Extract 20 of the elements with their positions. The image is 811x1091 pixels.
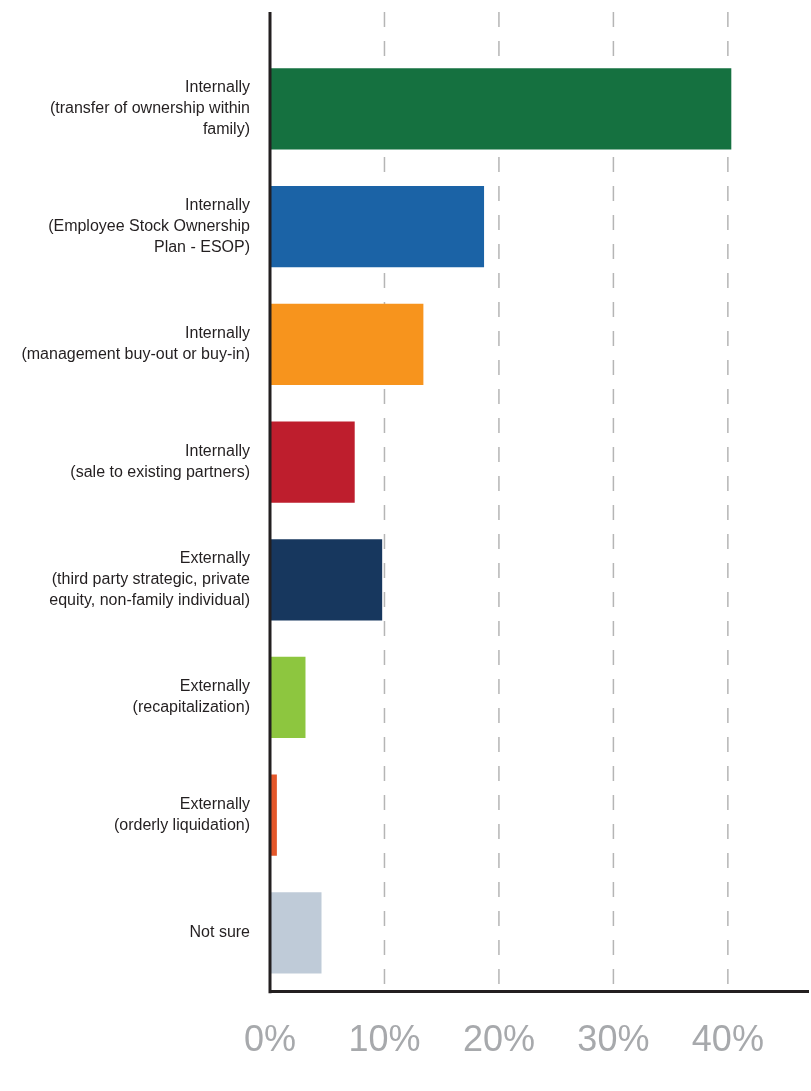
y-tick-label: Externally (recapitalization) [132, 677, 250, 716]
bar [270, 68, 732, 150]
x-tick-label: 0% [243, 1018, 297, 1060]
x-tick-label: 30% [577, 1018, 650, 1060]
bar [270, 185, 485, 268]
y-tick-label: Not sure [189, 923, 251, 941]
y-tick-label: Externally (orderly liquidation) [113, 795, 250, 834]
bar [270, 892, 322, 974]
y-tick-label: Internally (transfer of ownership within family) [49, 78, 250, 138]
y-tick-label: Internally (Employee Stock Ownership Plan - ESOP) [48, 196, 251, 255]
x-tick-label: 10% [348, 1018, 421, 1060]
bar [270, 421, 355, 503]
x-tick-label: 20% [462, 1018, 535, 1060]
x-tick-label: 40% [691, 1018, 764, 1060]
y-tick-label: Internally (management buy-out or buy-in) [21, 324, 250, 363]
bar [270, 539, 383, 621]
y-tick-label: Externally (third party strategic, private equity, non-family individual) [49, 549, 251, 608]
bar [270, 656, 306, 739]
bar [270, 303, 424, 385]
y-tick-label: Internally (sale to existing partners) [70, 442, 250, 480]
